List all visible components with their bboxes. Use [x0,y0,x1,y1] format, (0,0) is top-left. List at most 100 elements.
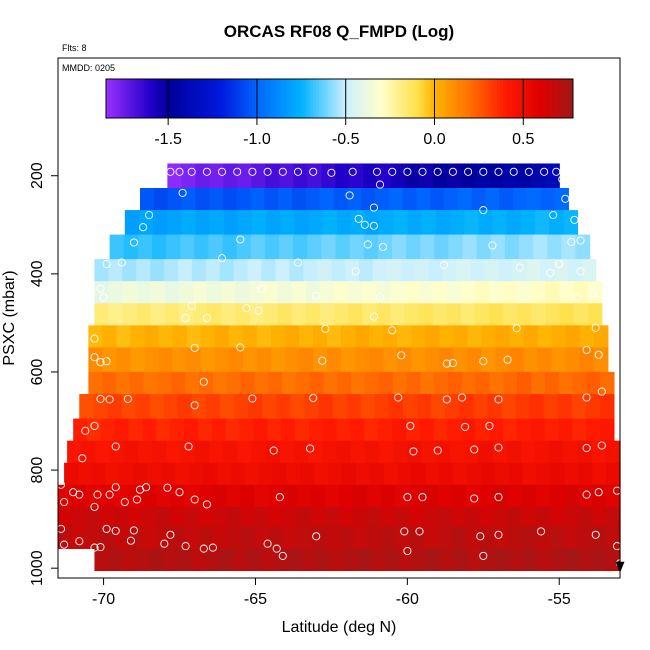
heatmap-cell [153,210,168,236]
heatmap-cell [313,347,328,373]
heatmap-cell [212,506,228,527]
heatmap-cell [230,462,246,486]
data-point [184,442,193,451]
heatmap-cell [386,259,402,282]
data-point [470,494,479,503]
heatmap-cell [195,188,210,211]
colorbar-swatch [345,79,349,118]
heatmap-cell [184,506,200,527]
heatmap-cell [191,548,206,572]
heatmap-cell [431,394,446,419]
colorbar-swatch [249,79,253,118]
heatmap-cell [329,548,344,572]
colorbar-swatch [123,79,127,118]
heatmap-cell [421,210,437,236]
heatmap-cell [445,394,460,419]
heatmap-cell [313,325,328,348]
data-point [166,167,175,176]
heatmap-cell [364,418,379,442]
data-point [479,167,488,176]
colorbar-swatch [505,79,510,118]
heatmap-cell [291,303,307,326]
heatmap-cell [240,526,256,549]
heatmap-cell [308,440,323,464]
heatmap-cell [116,371,131,395]
data-point [594,350,603,359]
colorbar-swatch [438,79,443,118]
heatmap-cell [376,281,391,304]
heatmap-cell [406,371,421,395]
heatmap-cell [73,418,88,442]
data-point [111,442,120,451]
heatmap-cell [501,394,517,419]
heatmap-cell [544,418,560,442]
heatmap-cell [171,371,186,395]
heatmap-cell [200,347,216,373]
colorbar-swatch [552,79,556,118]
heatmap-cell [242,347,258,373]
data-point [388,167,397,176]
heatmap-cell [322,210,338,236]
colorbar-swatch [558,79,562,118]
heatmap-cell [246,548,262,572]
heatmap-cell [122,259,137,282]
heatmap-cell [381,484,396,508]
heatmap-cell [342,462,357,486]
data-point [363,240,372,249]
heatmap-cell [184,418,199,442]
heatmap-cell [479,484,495,508]
heatmap-cell [114,506,129,527]
heatmap-cell [395,506,410,527]
data-point [93,490,102,499]
heatmap-cell [282,484,298,508]
heatmap-cell [347,188,362,211]
heatmap-cell [262,394,277,419]
heatmap-cell [495,548,510,572]
heatmap-cell [432,281,448,304]
heatmap-cell [116,347,132,373]
colorbar-swatch [424,79,428,118]
heatmap-cell [409,526,424,549]
heatmap-cell [419,418,435,442]
heatmap-cell [416,188,431,211]
colorbar-swatch [494,79,498,118]
heatmap-cell [436,210,451,236]
heatmap-cell [437,526,452,549]
heatmap-cell [592,462,607,486]
heatmap-cell [460,281,476,304]
heatmap-cell [481,347,497,373]
x-tick-label: -65 [244,591,267,608]
heatmap-cell [392,418,407,442]
data-point [190,401,199,410]
heatmap-cell [157,371,172,395]
heatmap-cell [341,325,356,348]
data-point [60,497,69,507]
heatmap-cell [205,259,221,282]
heatmap-cell [572,418,587,442]
heatmap-cell [521,484,537,508]
colorbar-swatch [178,79,183,118]
heatmap-cell [579,325,595,348]
heatmap-cell [605,440,621,464]
heatmap-cell [333,188,348,211]
heatmap-cell [545,163,560,189]
heatmap-cell [593,325,609,348]
heatmap-cell [526,188,542,211]
heatmap-cell [565,347,581,373]
heatmap-cell [577,484,593,508]
data-point [102,524,111,533]
colorbar-swatch [196,79,200,118]
heatmap-cell [305,303,321,326]
colorbar-swatch [400,79,405,118]
heatmap-cell [209,188,224,211]
heatmap-cell [137,234,153,260]
data-point [105,490,114,499]
heatmap-cell [461,418,476,442]
y-tick-label: 200 [29,162,46,189]
colorbar-swatch [351,79,355,118]
heatmap-cell [553,259,569,282]
data-point [181,313,190,323]
flights-count-label: Flts: 8 [62,43,87,53]
heatmap-cell [144,325,160,348]
heatmap-cell [186,325,202,348]
